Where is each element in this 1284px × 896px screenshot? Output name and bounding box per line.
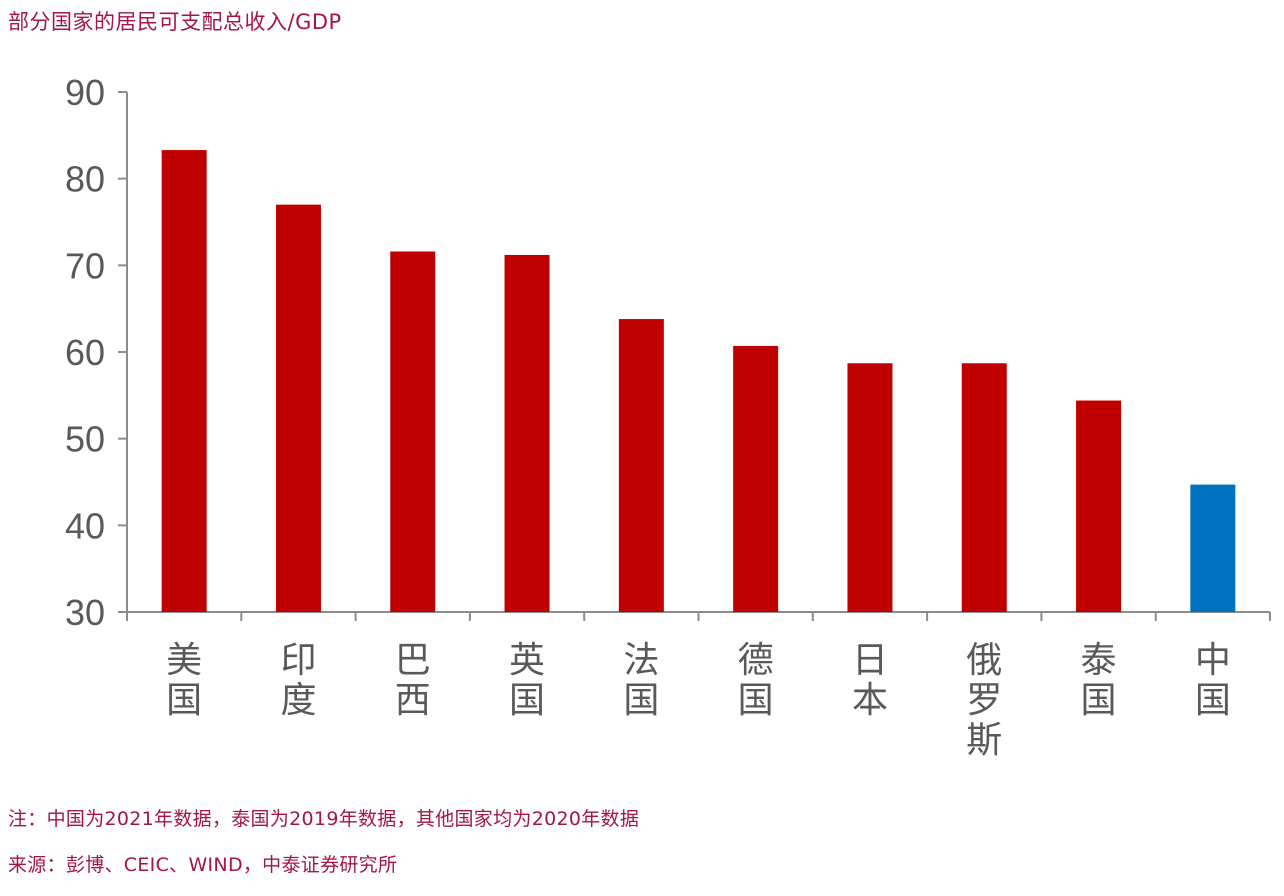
x-category-label: 日本 <box>852 640 888 721</box>
footnote: 注：中国为2021年数据，泰国为2019年数据，其他国家均为2020年数据 <box>8 808 640 830</box>
x-category-label: 美国 <box>166 640 202 721</box>
x-category-label: 德国 <box>738 640 774 721</box>
x-category-label: 巴西 <box>395 640 431 721</box>
y-tick-label: 70 <box>65 245 105 286</box>
bar-8 <box>961 363 1007 612</box>
x-category-label: 泰国 <box>1081 640 1117 721</box>
bar-6 <box>733 345 779 612</box>
chart-title: 部分国家的居民可支配总收入/GDP <box>8 10 342 34</box>
y-tick-label: 90 <box>65 72 105 113</box>
x-category-label: 英国 <box>509 640 545 721</box>
y-tick-label: 50 <box>65 419 105 460</box>
source-note: 来源：彭博、CEIC、WIND，中泰证券研究所 <box>8 854 398 876</box>
bar-5 <box>618 319 664 612</box>
bar-7 <box>847 363 893 612</box>
bar-3 <box>390 251 436 612</box>
x-category-label: 印度 <box>280 640 316 721</box>
bar-4 <box>504 254 550 612</box>
y-tick-label: 80 <box>65 159 105 200</box>
x-category-label: 俄罗斯 <box>966 640 1002 761</box>
y-tick-label: 60 <box>65 332 105 373</box>
bar-10 <box>1190 484 1236 612</box>
y-tick-label: 40 <box>65 505 105 546</box>
y-tick-label: 30 <box>65 592 105 633</box>
bar-1 <box>161 150 207 613</box>
bar-9 <box>1076 400 1122 612</box>
x-category-label: 中国 <box>1195 640 1231 721</box>
bar-2 <box>275 204 321 612</box>
x-category-label: 法国 <box>623 640 659 721</box>
